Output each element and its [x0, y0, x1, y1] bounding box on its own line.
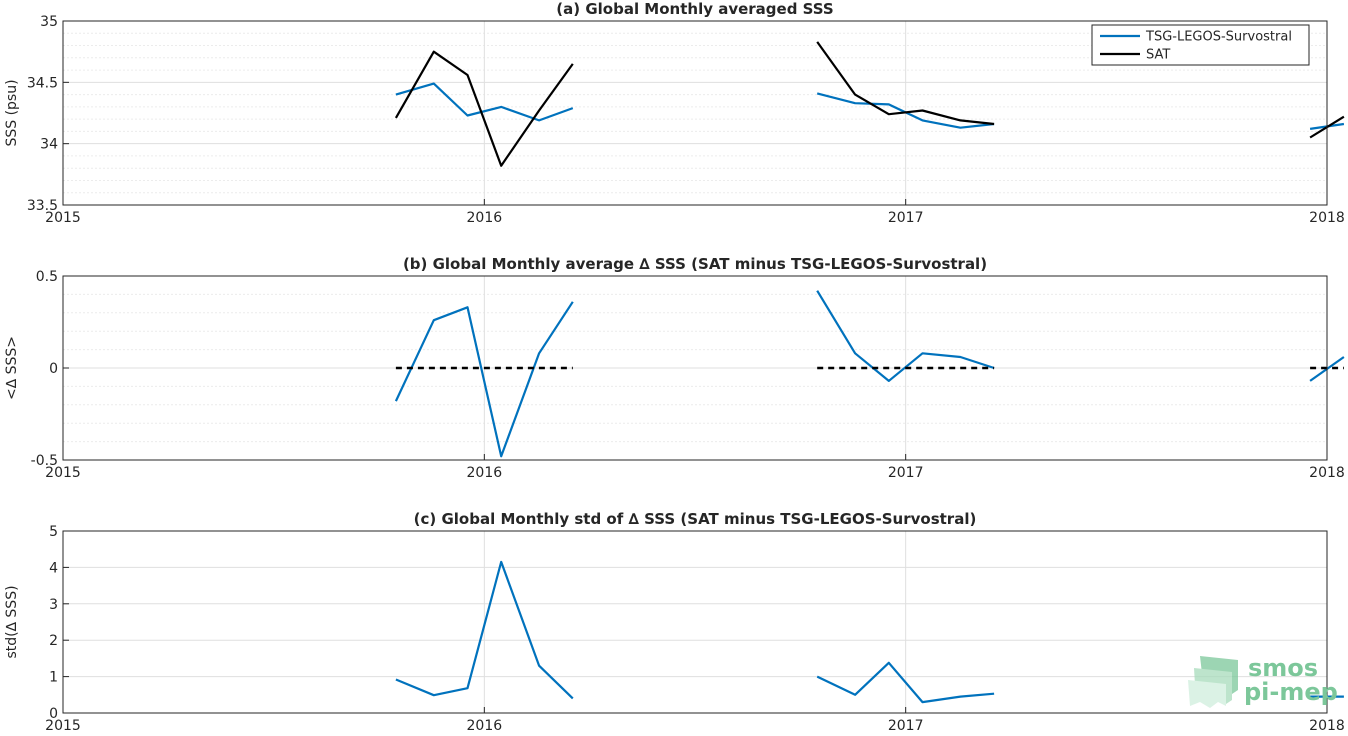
- logo-line2: pi-mep: [1244, 678, 1338, 706]
- x-tick-label: 2017: [888, 718, 924, 734]
- y-axis-label: std(∆ SSS): [4, 585, 20, 658]
- y-tick-label: -0.5: [31, 453, 58, 469]
- legend-entry: TSG-LEGOS-Survostral: [1145, 30, 1292, 45]
- series-line-sat-segment-1: [394, 50, 574, 167]
- panel-1: 2015 2016 2017 2018 33.5 34 34.5 35 (a) Global M…: [4, 0, 1345, 226]
- axes-box: [62, 20, 1328, 206]
- y-axis-label: SSS (psu): [4, 79, 20, 146]
- x-tick-label: 2015: [45, 465, 81, 481]
- logo-line1: smos: [1248, 654, 1318, 682]
- y-tick-label: 0.5: [36, 269, 58, 285]
- x-tick-label: 2018: [1309, 210, 1345, 226]
- x-tick-label: 2015: [45, 718, 81, 734]
- axes-box: [62, 530, 1328, 714]
- series-line-tsg-legos-survostral-segment-1: [395, 82, 574, 122]
- series-line-tsg-segment-1: [395, 560, 574, 700]
- x-tick-label: 2017: [888, 210, 924, 226]
- y-axis-label: <∆ SSS>: [4, 336, 20, 400]
- panel-title: (a) Global Monthly averaged SSS: [556, 0, 833, 18]
- y-tick-label: 35: [40, 14, 58, 30]
- panel-3: 2015 2016 2017 2018 0 1 2 3 4 5 (c) Global Monthly…: [4, 510, 1345, 734]
- x-tick-label: 2016: [467, 465, 503, 481]
- y-tick-label: 2: [49, 633, 58, 649]
- legend-entry: SAT: [1146, 48, 1170, 63]
- series-line-sat-segment-2: [816, 41, 995, 126]
- x-tick-label: 2016: [467, 718, 503, 734]
- panel-2: 2015 2016 2017 2018 -0.5 0 0.5 (b) Global Month…: [4, 255, 1345, 481]
- series-line-tsg-segment-2: [816, 661, 995, 704]
- y-tick-label: 3: [49, 597, 58, 613]
- y-tick-label: 4: [49, 560, 58, 576]
- smos-pi-mep-logo: smos pi-mep: [1188, 654, 1338, 708]
- x-tick-label: 2018: [1309, 465, 1345, 481]
- legend: TSG-LEGOS-Survostral SAT: [1091, 24, 1310, 66]
- x-tick-label: 2015: [45, 210, 81, 226]
- panel-title: (b) Global Monthly average ∆ SSS (SAT mi…: [403, 255, 987, 273]
- y-tick-label: 0: [49, 706, 58, 722]
- series-line-tsg-segment-1: [394, 301, 574, 458]
- x-tick-label: 2016: [467, 210, 503, 226]
- x-tick-label: 2018: [1309, 718, 1345, 734]
- y-tick-label: 33.5: [27, 198, 58, 214]
- y-tick-label: 34: [40, 137, 58, 153]
- panel-title: (c) Global Monthly std of ∆ SSS (SAT min…: [414, 510, 977, 528]
- y-tick-label: 34.5: [27, 75, 58, 91]
- y-tick-label: 0: [49, 361, 58, 377]
- logo-mark-icon: [1188, 656, 1238, 708]
- x-tick-label: 2017: [888, 465, 924, 481]
- legend-box: [1091, 24, 1310, 66]
- y-tick-label: 1: [49, 670, 58, 686]
- y-tick-label: 5: [49, 524, 58, 540]
